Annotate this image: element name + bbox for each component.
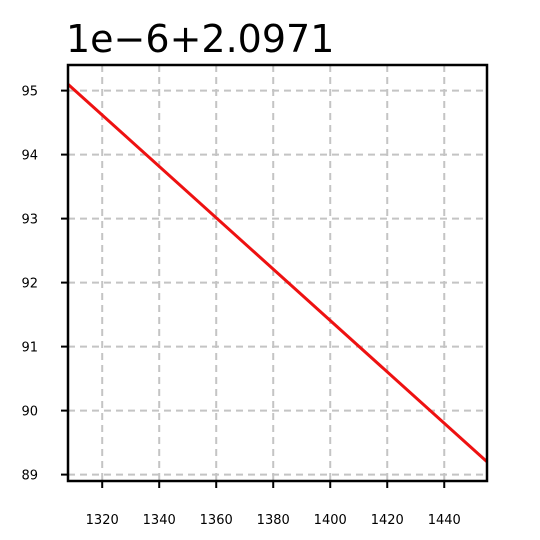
x-tick-label-6: 1440 [428,513,461,528]
x-tick-label-3: 1380 [257,513,290,528]
x-tick-label-2: 1360 [200,513,233,528]
x-tick-label-5: 1420 [371,513,404,528]
x-tick-label-0: 1320 [86,513,119,528]
y-tick-label-1: 90 [21,405,38,420]
y-tick-label-2: 91 [21,341,38,356]
y-tick-label-3: 92 [21,277,38,292]
grid-lines [68,65,487,481]
x-tick-label-1: 1340 [143,513,176,528]
x-tick-label-4: 1400 [314,513,347,528]
y-tick-label-0: 89 [21,469,38,484]
y-tick-label-6: 95 [21,85,38,100]
plot-frame [66,63,489,483]
y-tick-label-4: 93 [21,213,38,228]
axis-offset-label: 1e−6+2.0971 [66,17,334,61]
x-axis-ticks: 1320 1340 1360 1380 1400 1420 1440 [86,481,461,528]
series-line-0 [66,83,489,463]
series-layer [66,83,489,463]
y-tick-label-5: 94 [21,149,38,164]
y-axis-ticks: 89 90 91 92 93 94 95 [21,85,68,484]
